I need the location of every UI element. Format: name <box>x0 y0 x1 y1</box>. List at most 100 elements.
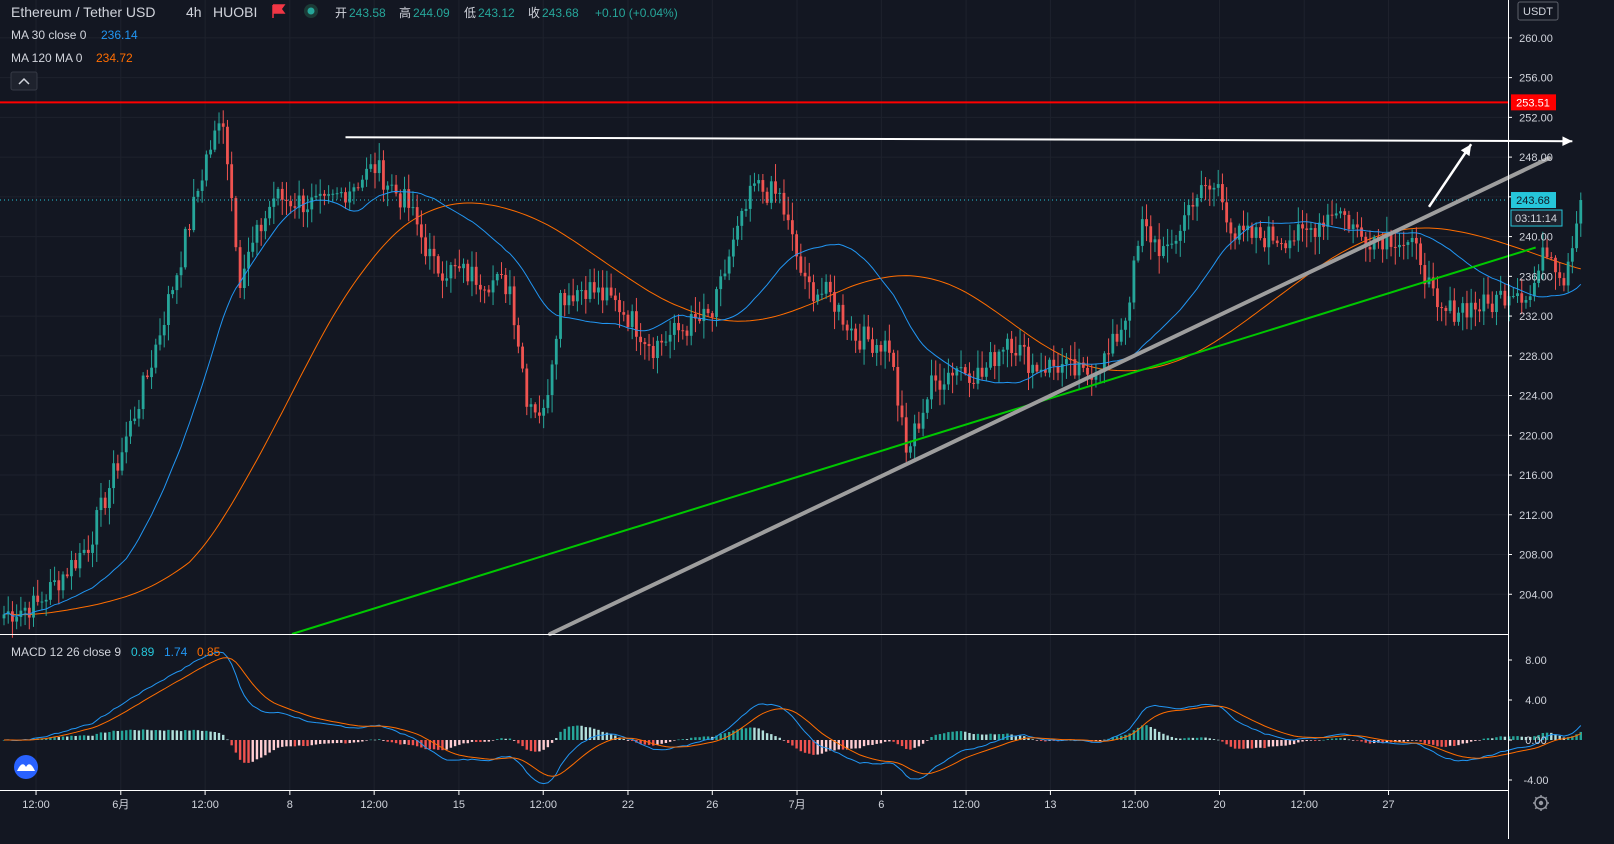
candle-body[interactable] <box>761 180 765 192</box>
candle-body[interactable] <box>415 207 419 225</box>
candle-body[interactable] <box>318 193 322 196</box>
currency-badge[interactable] <box>1517 1 1559 21</box>
candle-body[interactable] <box>65 574 69 577</box>
candle-body[interactable] <box>512 286 516 326</box>
candle-body[interactable] <box>44 599 48 602</box>
candle-body[interactable] <box>1385 233 1389 250</box>
candle-body[interactable] <box>1579 200 1583 224</box>
candle-body[interactable] <box>1107 353 1110 355</box>
candle-body[interactable] <box>917 423 921 429</box>
candle-body[interactable] <box>1018 344 1022 356</box>
candle-body[interactable] <box>951 372 954 376</box>
candle-body[interactable] <box>1364 236 1368 248</box>
candle-body[interactable] <box>1237 225 1241 240</box>
candle-body[interactable] <box>479 284 482 290</box>
candle-body[interactable] <box>453 265 457 267</box>
candle-body[interactable] <box>812 282 815 302</box>
resistance-projection-arrow[interactable] <box>345 136 1573 143</box>
candle-body[interactable] <box>871 339 874 353</box>
candle-body[interactable] <box>323 193 326 196</box>
candle-body[interactable] <box>462 263 465 269</box>
candle-body[interactable] <box>1157 239 1161 257</box>
candle-body[interactable] <box>188 228 191 231</box>
candle-body[interactable] <box>1052 359 1056 366</box>
candle-body[interactable] <box>546 394 550 408</box>
candle-body[interactable] <box>1031 364 1035 373</box>
candle-body[interactable] <box>213 130 217 150</box>
candle-body[interactable] <box>786 214 790 221</box>
candle-body[interactable] <box>1503 290 1507 306</box>
time-axis[interactable]: 12:00 6月 12:00 8 12:00 15 12:00 22 26 7月 6 12:00 13 1… <box>22 791 1395 811</box>
candle-body[interactable] <box>36 595 40 602</box>
candle-body[interactable] <box>1183 215 1186 231</box>
candle-body[interactable] <box>150 367 153 378</box>
candle-body[interactable] <box>1444 307 1448 311</box>
candle-body[interactable] <box>1128 302 1132 321</box>
candle-body[interactable] <box>618 300 621 313</box>
candle-body[interactable] <box>909 446 912 453</box>
candle-body[interactable] <box>86 549 90 553</box>
candle-body[interactable] <box>1507 296 1511 306</box>
candle-body[interactable] <box>158 335 162 345</box>
candle-body[interactable] <box>1516 293 1519 297</box>
macd-legend-label[interactable]: MACD 12 26 close 9 <box>11 645 121 659</box>
candle-body[interactable] <box>335 193 339 195</box>
signal-line[interactable] <box>4 657 1582 777</box>
candle-body[interactable] <box>601 287 605 301</box>
candle-body[interactable] <box>605 287 609 301</box>
candle-body[interactable] <box>1558 272 1562 279</box>
candle-body[interactable] <box>1263 238 1266 248</box>
candle-body[interactable] <box>731 239 735 257</box>
candle-body[interactable] <box>141 375 145 410</box>
candle-body[interactable] <box>1360 227 1363 237</box>
candle-body[interactable] <box>1533 282 1536 297</box>
candle-body[interactable] <box>183 228 187 268</box>
candle-body[interactable] <box>1524 299 1528 303</box>
candle-body[interactable] <box>1406 242 1410 245</box>
candle-body[interactable] <box>744 208 748 211</box>
candle-body[interactable] <box>1199 185 1203 199</box>
candle-body[interactable] <box>592 282 596 293</box>
candle-body[interactable] <box>1119 329 1123 342</box>
symbol-title[interactable]: Ethereum / Tether USD <box>11 4 155 20</box>
candle-body[interactable] <box>533 404 537 413</box>
candle-body[interactable] <box>1482 294 1486 312</box>
candle-body[interactable] <box>365 168 368 180</box>
candle-body[interactable] <box>230 164 234 199</box>
candle-body[interactable] <box>516 325 520 347</box>
candle-body[interactable] <box>1242 225 1245 231</box>
candle-body[interactable] <box>845 324 849 331</box>
candle-body[interactable] <box>242 268 246 289</box>
candle-body[interactable] <box>1170 243 1174 245</box>
tradingview-logo[interactable] <box>14 755 38 779</box>
candle-body[interactable] <box>1014 352 1018 356</box>
candle-body[interactable] <box>1187 205 1191 216</box>
candle-body[interactable] <box>1267 226 1271 248</box>
candle-body[interactable] <box>1486 294 1490 304</box>
candle-body[interactable] <box>613 295 617 301</box>
candle-body[interactable] <box>841 304 845 325</box>
candle-body[interactable] <box>1060 364 1064 373</box>
candle-body[interactable] <box>226 126 229 165</box>
candle-body[interactable] <box>369 164 373 169</box>
candle-body[interactable] <box>946 372 950 385</box>
candle-body[interactable] <box>171 290 175 295</box>
candle-body[interactable] <box>769 181 773 203</box>
candle-body[interactable] <box>1334 213 1338 216</box>
candle-body[interactable] <box>1570 248 1574 262</box>
candle-body[interactable] <box>441 273 444 281</box>
candle-body[interactable] <box>1317 222 1321 237</box>
candle-body[interactable] <box>1124 320 1127 330</box>
candle-body[interactable] <box>1145 219 1148 227</box>
candle-body[interactable] <box>997 351 1001 367</box>
candle-body[interactable] <box>306 209 309 213</box>
candle-body[interactable] <box>268 206 272 219</box>
candle-body[interactable] <box>740 210 744 226</box>
candle-body[interactable] <box>803 272 807 277</box>
candle-body[interactable] <box>1191 205 1195 207</box>
candle-body[interactable] <box>736 225 739 240</box>
candle-body[interactable] <box>1001 349 1005 352</box>
candle-body[interactable] <box>382 160 385 190</box>
candle-body[interactable] <box>1225 202 1229 223</box>
candle-body[interactable] <box>660 340 664 343</box>
